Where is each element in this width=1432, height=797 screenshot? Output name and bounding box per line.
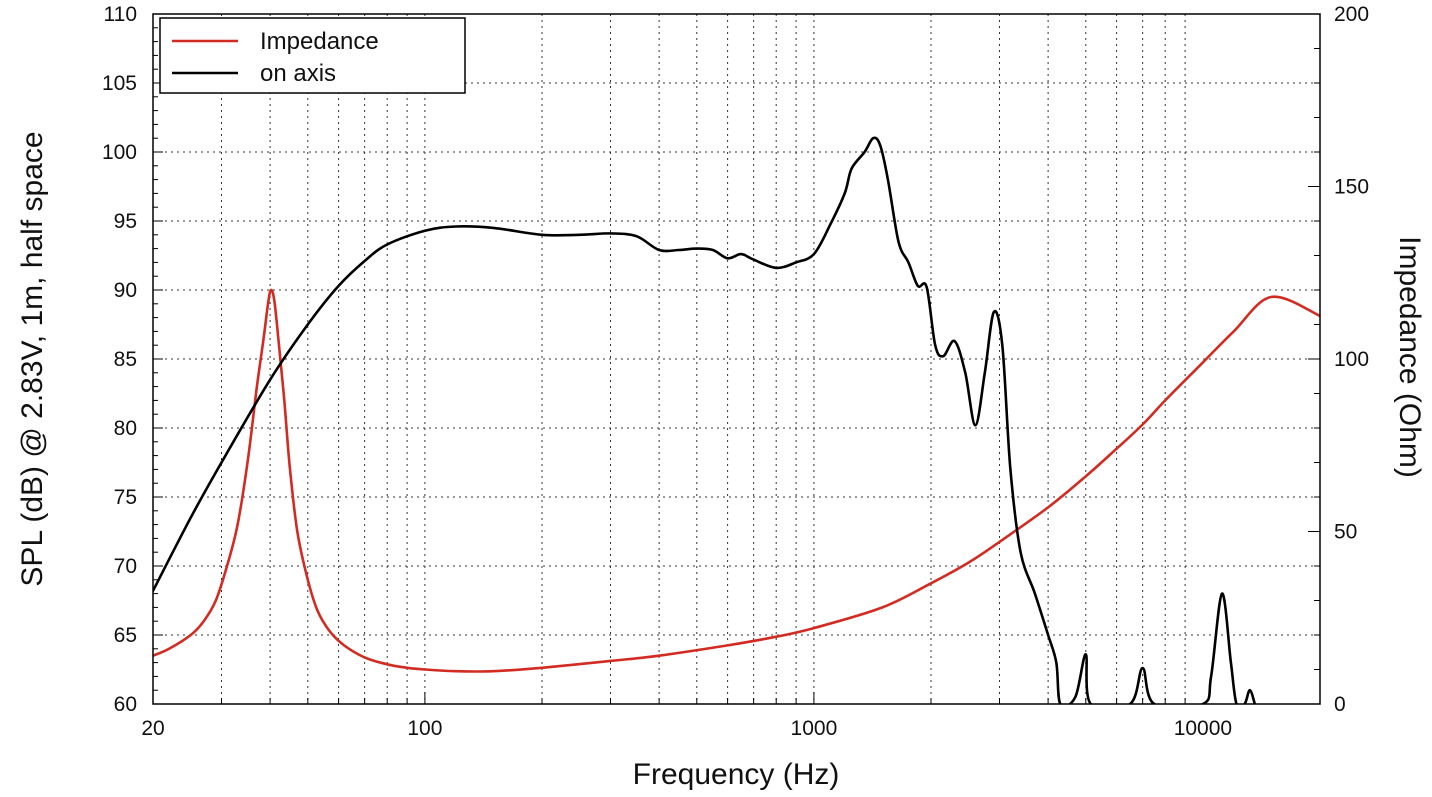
left-y-tick-label: 75 [114,486,137,509]
left-y-axis-title: SPL (dB) @ 2.83V, 1m, half space [16,131,49,586]
plot-series [153,136,1320,704]
right-y-tick-label: 200 [1334,3,1369,26]
left-y-tick-label: 65 [114,624,137,647]
legend-label-on-axis: on axis [260,60,336,87]
x-tick-label: 10000 [1174,717,1232,740]
left-y-tick-label: 85 [114,348,137,371]
x-tick-label: 100 [407,717,442,740]
left-y-tick-label: 110 [104,3,137,26]
right-y-tick-label: 100 [1334,348,1369,371]
series-line-on-axis [153,136,1257,704]
grid-lines [153,14,1320,704]
right-y-tick-label: 150 [1334,176,1369,199]
x-axis-title: Frequency (Hz) [633,758,840,791]
legend-label-impedance: Impedance [260,28,379,55]
right-y-tick-label: 0 [1334,693,1346,716]
left-y-tick-label: 70 [114,555,137,578]
legend: Impedance on axis [159,17,466,94]
left-y-tick-label: 100 [102,141,137,164]
plot-area-frame [152,13,1321,705]
left-y-tick-label: 80 [114,417,137,440]
left-y-tick-label: 90 [114,279,137,302]
left-y-tick-label: 60 [114,693,137,716]
right-y-tick-label: 50 [1334,521,1357,544]
series-line-impedance [153,288,1320,673]
legend-box [159,17,466,94]
axis-tick-labels: 60 65 70 75 80 85 90 95 100 105 110 0 50 100 150 200 20 1… [102,3,1369,740]
left-y-tick-label: 95 [114,210,137,233]
x-tick-label: 20 [141,717,164,740]
left-y-tick-label: 105 [102,72,137,95]
x-tick-label: 1000 [791,717,838,740]
right-y-axis-title: Impedance (Ohm) [1393,236,1426,478]
